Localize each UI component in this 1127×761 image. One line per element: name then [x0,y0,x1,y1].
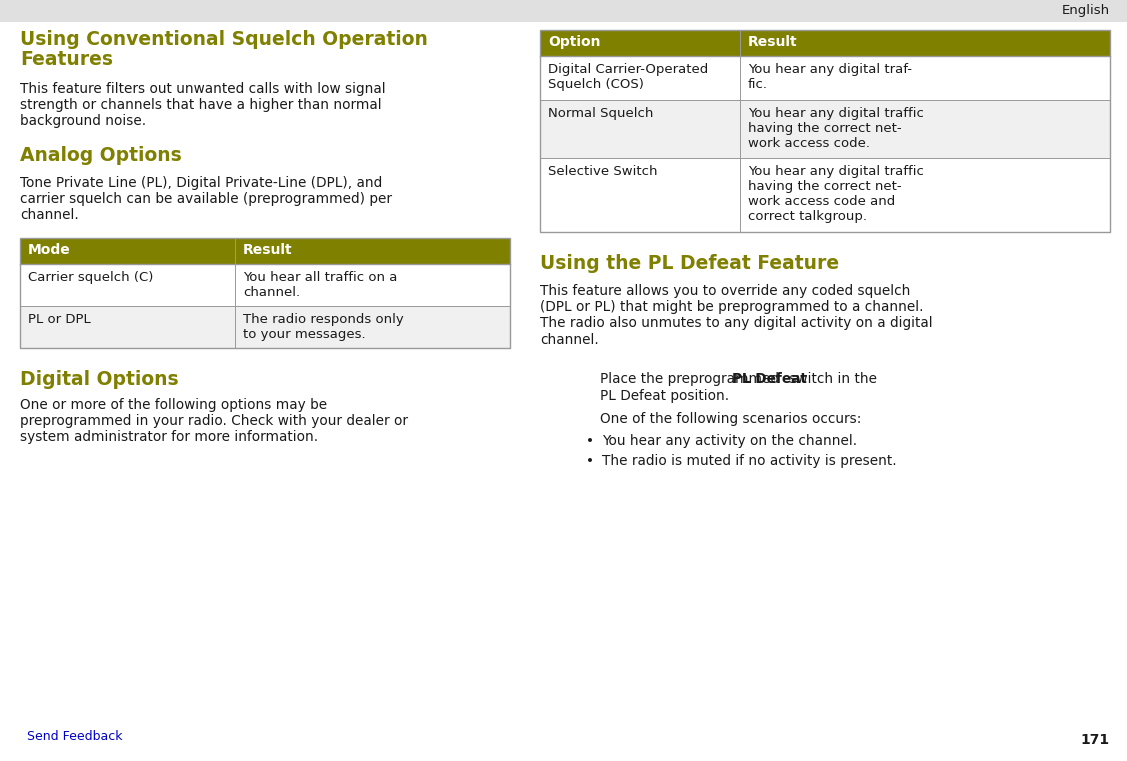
Bar [20,238,511,264]
Text: Result: Result [748,35,798,49]
Text: Normal Squelch: Normal Squelch [548,107,654,120]
Text: You hear any digital traffic
having the correct net-
work access code.: You hear any digital traffic having the … [748,107,924,150]
Text: Tone Private Line (PL), Digital Private-Line (DPL), and
carrier squelch can be a: Tone Private Line (PL), Digital Private-… [20,176,392,222]
Text: One of the following scenarios occurs:: One of the following scenarios occurs: [600,412,861,426]
Bar [20,264,511,306]
Text: PL Defeat position.: PL Defeat position. [600,389,729,403]
Text: Analog Options: Analog Options [20,146,181,165]
Text: Digital Carrier-Operated
Squelch (COS): Digital Carrier-Operated Squelch (COS) [548,63,708,91]
Text: •: • [586,454,594,468]
Bar [540,30,1110,56]
Bar [0,0,1127,22]
Bar [540,56,1110,100]
Bar [20,306,511,348]
Text: You hear all traffic on a
channel.: You hear all traffic on a channel. [243,271,398,299]
Text: Carrier squelch (C): Carrier squelch (C) [28,271,153,284]
Text: You hear any digital traf-
fic.: You hear any digital traf- fic. [748,63,912,91]
Text: This feature filters out unwanted calls with low signal
strength or channels tha: This feature filters out unwanted calls … [20,82,385,129]
Text: PL or DPL: PL or DPL [28,313,91,326]
Text: You hear any activity on the channel.: You hear any activity on the channel. [602,434,858,448]
Text: The radio is muted if no activity is present.: The radio is muted if no activity is pre… [602,454,897,468]
Text: The radio responds only
to your messages.: The radio responds only to your messages… [243,313,403,341]
Text: Mode: Mode [28,243,71,257]
Bar [20,238,511,348]
Text: Using the PL Defeat Feature: Using the PL Defeat Feature [540,254,840,273]
Text: Result: Result [243,243,293,257]
Text: English: English [1062,4,1110,17]
Text: Selective Switch: Selective Switch [548,165,657,178]
Text: 171: 171 [1081,733,1110,747]
Text: PL Defeat: PL Defeat [733,372,807,386]
Text: Send Feedback: Send Feedback [27,730,123,743]
Text: One or more of the following options may be
preprogrammed in your radio. Check w: One or more of the following options may… [20,398,408,444]
Text: switch in the: switch in the [784,372,877,386]
Bar [540,158,1110,232]
Text: Features: Features [20,50,113,69]
Text: Digital Options: Digital Options [20,370,178,389]
Text: You hear any digital traffic
having the correct net-
work access code and
correc: You hear any digital traffic having the … [748,165,924,223]
Text: Using Conventional Squelch Operation: Using Conventional Squelch Operation [20,30,428,49]
Text: Place the preprogrammed: Place the preprogrammed [600,372,783,386]
Text: Option: Option [548,35,601,49]
Text: This feature allows you to override any coded squelch
(DPL or PL) that might be : This feature allows you to override any … [540,284,933,346]
Bar [540,100,1110,158]
Bar [540,30,1110,232]
Text: •: • [586,434,594,448]
